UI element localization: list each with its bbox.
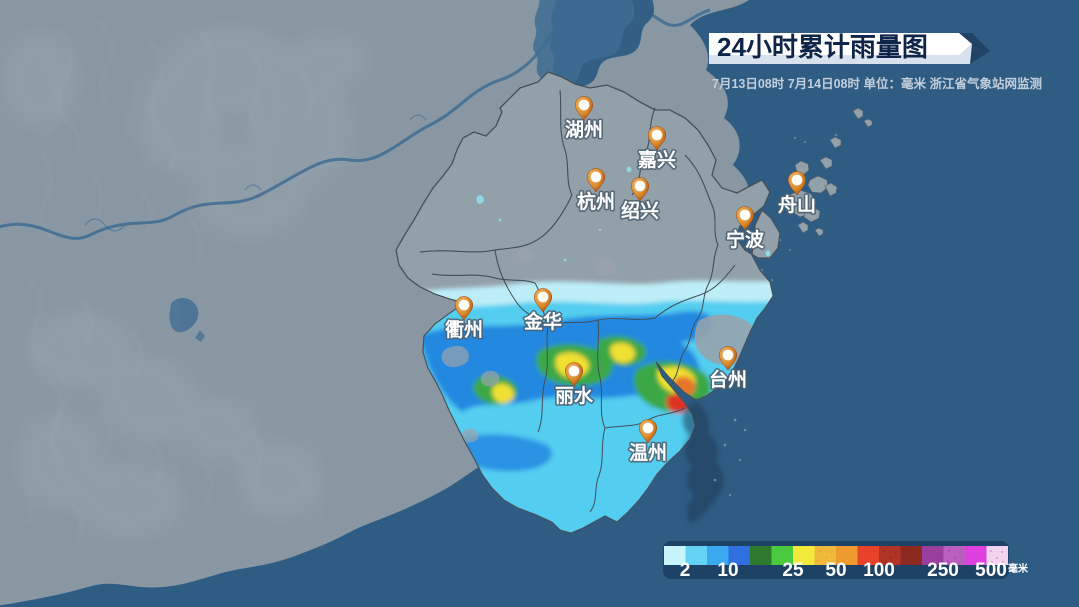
svg-text:嘉兴: 嘉兴 [637,149,676,171]
svg-text:250: 250 [927,560,959,581]
svg-text:7月13日08时 7月14日08时 单位：毫米 浙江省气: 7月13日08时 7月14日08时 单位：毫米 浙江省气象站网监测 [712,76,1042,91]
svg-text:温州: 温州 [629,442,667,464]
svg-text:台州: 台州 [709,368,747,391]
svg-text:500: 500 [975,560,1007,581]
svg-text:50: 50 [825,560,846,581]
svg-text:10: 10 [717,560,738,581]
svg-text:24小时累计雨量图: 24小时累计雨量图 [717,32,928,62]
svg-text:丽水: 丽水 [555,385,594,407]
svg-text:衢州: 衢州 [445,318,483,341]
svg-text:毫米: 毫米 [1008,562,1029,575]
svg-text:25: 25 [782,560,804,581]
svg-text:100: 100 [863,560,895,581]
svg-text:2: 2 [680,560,691,581]
svg-text:绍兴: 绍兴 [621,199,659,222]
svg-text:宁波: 宁波 [726,228,765,251]
svg-text:舟山: 舟山 [778,193,816,216]
svg-text:湖州: 湖州 [565,119,603,141]
svg-text:杭州: 杭州 [577,190,615,213]
svg-text:金华: 金华 [523,310,562,333]
